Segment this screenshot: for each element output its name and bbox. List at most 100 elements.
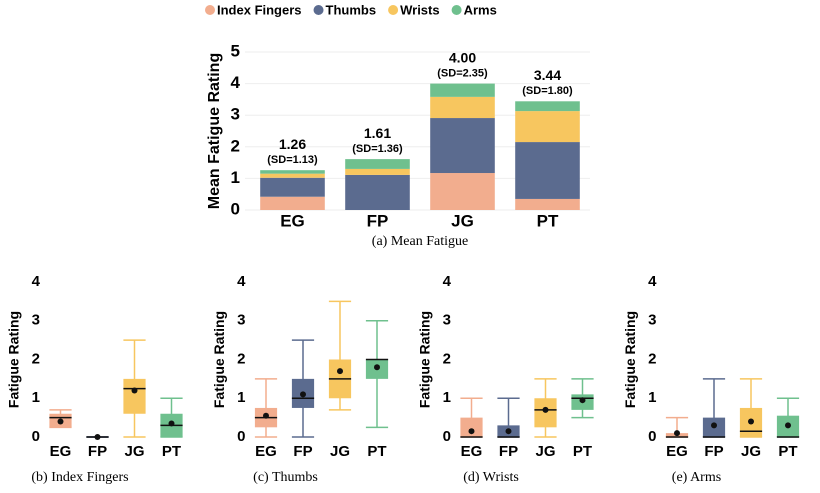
caption: (d) Wrists xyxy=(463,470,519,485)
x-tick-label: EG xyxy=(255,443,277,460)
mean-dot xyxy=(711,422,717,429)
bar-segment xyxy=(430,118,495,174)
x-tick-label: PT xyxy=(162,443,181,460)
y-tick-label: 4 xyxy=(231,73,241,92)
box xyxy=(123,378,146,414)
mean-dot xyxy=(542,406,549,413)
mean-dot xyxy=(337,368,343,375)
sd-label: (SD=1.80) xyxy=(522,85,573,97)
y-axis-label: Fatigue Rating xyxy=(6,311,22,408)
x-tick-label: PT xyxy=(778,443,797,460)
legend-marker xyxy=(205,5,215,15)
y-tick-label: 2 xyxy=(648,350,656,367)
mean-dot xyxy=(131,387,138,394)
x-tick-label: JG xyxy=(124,443,144,460)
bar-segment xyxy=(515,111,580,143)
bar-segment xyxy=(345,159,410,169)
x-tick-label: JG xyxy=(741,443,761,460)
bar-segment xyxy=(260,196,325,210)
caption: (b) Index Fingers xyxy=(31,470,128,485)
y-tick-label: 3 xyxy=(231,105,240,124)
y-tick-label: 2 xyxy=(231,136,240,155)
x-tick-label: JG xyxy=(330,443,350,460)
legend-label: Index Fingers xyxy=(217,2,302,17)
x-tick-label: PT xyxy=(573,443,592,460)
bar-segment xyxy=(515,142,580,199)
mean-dot xyxy=(505,428,512,435)
x-tick-label: FP xyxy=(88,443,107,460)
y-axis-label: Fatigue Rating xyxy=(211,311,227,408)
mean-dot xyxy=(374,364,380,371)
y-axis-label: Fatigue Rating xyxy=(417,311,433,408)
y-tick-label: 2 xyxy=(443,350,451,367)
box xyxy=(460,417,483,437)
legend-marker xyxy=(388,5,399,15)
y-tick-label: 3 xyxy=(32,312,40,329)
legend-marker xyxy=(451,5,462,15)
x-tick-label: JG xyxy=(451,211,474,230)
y-tick-label: 4 xyxy=(32,273,41,290)
x-tick-label: FP xyxy=(499,443,518,460)
y-tick-label: 0 xyxy=(237,428,245,445)
y-tick-label: 3 xyxy=(443,312,451,329)
mean-dot xyxy=(468,428,475,435)
total-label: 3.44 xyxy=(534,67,561,83)
y-tick-label: 2 xyxy=(32,350,40,367)
y-tick-label: 1 xyxy=(648,389,656,406)
sd-label: (SD=1.36) xyxy=(352,143,403,155)
mean-dot xyxy=(579,397,586,404)
y-tick-label: 0 xyxy=(648,428,656,445)
mean-dot xyxy=(785,422,791,429)
mean-dot xyxy=(300,391,306,398)
bar-segment xyxy=(515,198,580,210)
x-tick-label: PT xyxy=(367,443,386,460)
x-tick-label: JG xyxy=(535,443,555,460)
mean-dot xyxy=(748,418,754,425)
bar-segment xyxy=(260,173,325,178)
x-tick-label: EG xyxy=(461,443,483,460)
bar-segment xyxy=(260,170,325,174)
y-tick-label: 0 xyxy=(443,428,451,445)
total-label: 1.26 xyxy=(279,136,306,152)
y-tick-label: 4 xyxy=(443,273,452,290)
mean-dot xyxy=(57,418,64,425)
y-tick-label: 5 xyxy=(231,41,240,60)
bar-segment xyxy=(430,83,495,97)
bar-segment xyxy=(430,173,495,210)
y-tick-label: 3 xyxy=(237,312,245,329)
x-tick-label: FP xyxy=(367,211,389,230)
y-tick-label: 2 xyxy=(237,350,245,367)
legend-label: Wrists xyxy=(400,2,440,17)
x-tick-label: EG xyxy=(666,443,688,460)
bar-segment xyxy=(260,177,325,197)
caption: (a) Mean Fatigue xyxy=(372,234,468,249)
y-tick-label: 1 xyxy=(231,168,240,187)
caption: (e) Arms xyxy=(672,470,721,485)
y-axis-label: Mean Fatigue Rating xyxy=(206,53,223,209)
legend-label: Thumbs xyxy=(326,2,377,17)
x-tick-label: EG xyxy=(50,443,72,460)
mean-dot xyxy=(674,430,680,437)
caption: (c) Thumbs xyxy=(253,470,318,485)
y-tick-label: 4 xyxy=(648,273,657,290)
total-label: 4.00 xyxy=(449,49,476,65)
y-tick-label: 0 xyxy=(32,428,40,445)
bar-segment xyxy=(345,174,410,210)
y-axis-label: Fatigue Rating xyxy=(622,311,638,408)
bar-segment xyxy=(430,96,495,119)
mean-dot xyxy=(94,434,101,440)
legend-label: Arms xyxy=(464,2,497,17)
bar-segment xyxy=(345,168,410,175)
x-tick-label: FP xyxy=(293,443,312,460)
y-tick-label: 4 xyxy=(237,273,246,290)
x-tick-label: EG xyxy=(280,211,305,230)
sd-label: (SD=2.35) xyxy=(437,68,488,80)
legend-marker xyxy=(313,5,324,15)
y-tick-label: 1 xyxy=(237,389,245,406)
mean-dot xyxy=(263,412,269,419)
y-tick-label: 1 xyxy=(32,389,40,406)
sd-label: (SD=1.13) xyxy=(267,154,318,166)
x-tick-label: FP xyxy=(704,443,723,460)
total-label: 1.61 xyxy=(364,125,391,141)
